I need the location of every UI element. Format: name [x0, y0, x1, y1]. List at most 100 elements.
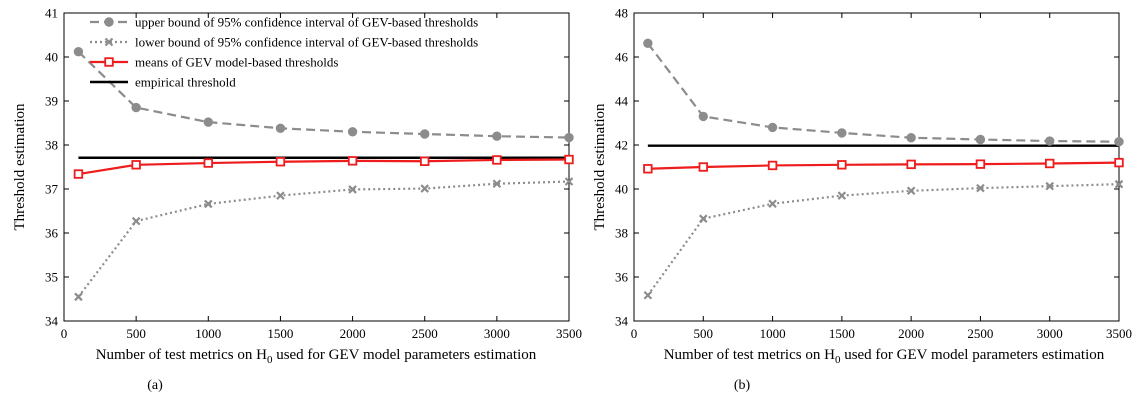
x-tick-label: 3500	[1106, 326, 1132, 341]
data-point	[275, 157, 286, 167]
legend-label: means of GEV model-based thresholds	[135, 55, 338, 70]
series-0	[73, 47, 574, 143]
x-tick-label: 2000	[340, 326, 366, 341]
y-tick-label: 36	[45, 226, 59, 241]
series-2	[73, 154, 574, 179]
series-line	[77, 180, 570, 298]
data-point	[203, 158, 213, 168]
legend: upper bound of 95% confidence interval o…	[90, 15, 478, 90]
data-point	[347, 127, 358, 137]
data-point	[906, 133, 916, 143]
axis-ticks: 0 500 1000 1500 2000 2500 3000 3500 34 35 36 37 38 39…	[45, 6, 582, 342]
data-point	[976, 183, 985, 193]
series-line	[77, 50, 570, 139]
data-point	[276, 191, 285, 200]
data-point	[767, 122, 778, 133]
y-axis-label: Threshold estimation	[592, 103, 608, 231]
data-point	[492, 155, 502, 165]
data-point	[74, 292, 83, 302]
x-axis-label: Number of test metrics on H0 used for GE…	[664, 347, 1105, 366]
data-point	[347, 156, 358, 166]
data-point	[837, 191, 847, 200]
data-point	[643, 164, 653, 174]
x-tick-label: 500	[126, 326, 146, 341]
x-tick-label: 2000	[898, 326, 924, 341]
x-tick-label: 1000	[760, 326, 786, 341]
y-tick-label: 38	[615, 226, 628, 241]
y-tick-label: 44	[615, 94, 629, 109]
data-point	[906, 186, 916, 196]
chart-panel-b: 0 500 1000 1500 2000 2500 3000 3500 34 36 38 40 42 44…	[592, 6, 1132, 394]
data-point	[131, 102, 141, 113]
data-point	[131, 216, 141, 226]
axis-ticks: 0 500 1000 1500 2000 2500 3000 3500 34 36 38 40 42 44…	[615, 6, 1132, 342]
data-point	[975, 159, 986, 169]
data-point	[643, 290, 653, 300]
y-tick-label: 40	[45, 50, 58, 65]
y-tick-label: 34	[615, 314, 629, 329]
data-point	[1045, 158, 1055, 169]
data-point	[699, 214, 708, 223]
series-2	[643, 157, 1124, 174]
x-tick-label: 0	[61, 326, 68, 341]
data-point	[906, 159, 916, 170]
legend-label: empirical threshold	[135, 75, 236, 90]
data-point	[420, 156, 430, 166]
series-layer	[73, 47, 574, 302]
panel-label-b: (b)	[734, 378, 751, 393]
series-0	[643, 38, 1124, 147]
data-point	[275, 123, 286, 133]
data-point	[348, 185, 357, 194]
x-tick-label: 1500	[267, 326, 293, 341]
legend-label: lower bound of 95% confidence interval o…	[135, 35, 478, 50]
data-point	[420, 129, 430, 139]
y-axis-label: Threshold estimation	[12, 103, 28, 231]
x-tick-label: 3000	[484, 326, 510, 341]
x-tick-label: 1000	[195, 326, 221, 341]
data-point	[492, 131, 502, 141]
series-layer	[643, 38, 1124, 300]
y-tick-label: 41	[45, 6, 58, 21]
legend-entry: lower bound of 95% confidence interval o…	[90, 35, 478, 50]
x-axis-label: Number of test metrics on H0 used for GE…	[96, 347, 537, 366]
x-tick-label: 3000	[1037, 326, 1063, 341]
y-tick-label: 46	[615, 50, 629, 65]
data-point	[564, 132, 574, 143]
legend-marker	[104, 37, 114, 47]
y-tick-label: 35	[45, 270, 58, 285]
series-line	[646, 42, 1120, 143]
legend-entry: upper bound of 95% confidence interval o…	[90, 15, 478, 30]
data-point	[698, 162, 708, 172]
y-tick-label: 36	[615, 270, 629, 285]
y-tick-label: 39	[45, 94, 58, 109]
data-point	[643, 38, 653, 49]
y-tick-label: 40	[615, 182, 628, 197]
x-tick-label: 500	[694, 326, 714, 341]
y-tick-label: 48	[615, 6, 628, 21]
data-point	[768, 199, 777, 209]
y-tick-label: 42	[615, 138, 628, 153]
plot-area-frame	[63, 12, 570, 322]
data-point	[204, 199, 213, 209]
data-point	[203, 117, 213, 127]
data-point	[767, 160, 778, 171]
data-point	[837, 160, 847, 170]
series-1	[74, 177, 574, 302]
legend-label: upper bound of 95% confidence interval o…	[135, 15, 478, 30]
data-point	[564, 154, 574, 165]
data-point	[492, 179, 502, 188]
x-tick-label: 0	[631, 326, 638, 341]
series-1	[643, 179, 1124, 300]
x-tick-label: 2500	[412, 326, 438, 341]
x-tick-label: 2500	[967, 326, 993, 341]
data-point	[837, 128, 847, 138]
series-line	[647, 161, 1120, 170]
data-point	[1114, 179, 1124, 189]
data-point	[1114, 137, 1124, 147]
data-point	[420, 184, 429, 193]
y-tick-label: 37	[45, 182, 59, 197]
data-point	[564, 177, 574, 186]
x-tick-label: 3500	[556, 326, 582, 341]
data-point	[131, 160, 141, 170]
